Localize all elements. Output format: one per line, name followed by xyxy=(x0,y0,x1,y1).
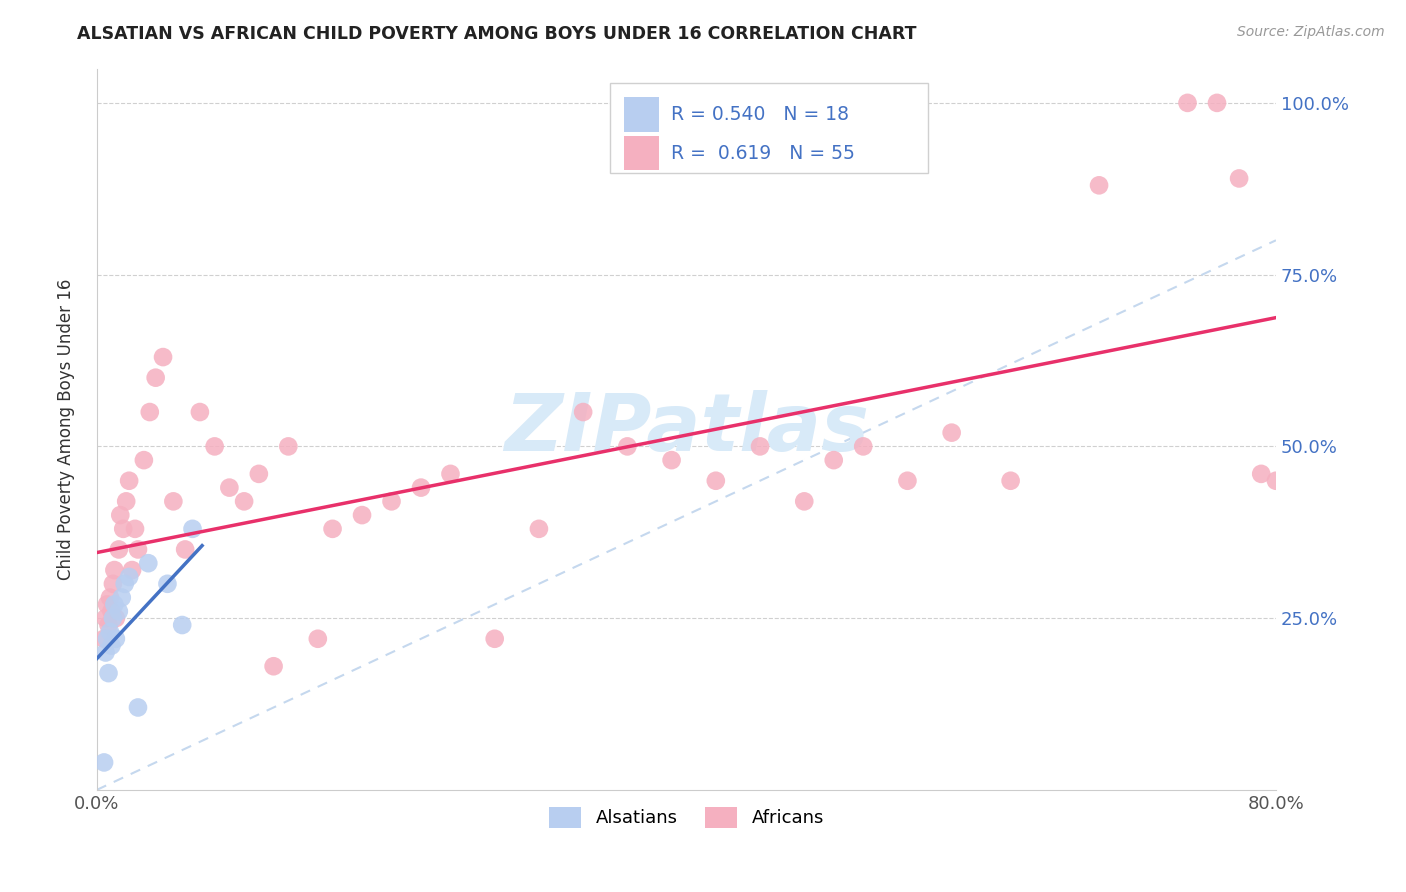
Text: ALSATIAN VS AFRICAN CHILD POVERTY AMONG BOYS UNDER 16 CORRELATION CHART: ALSATIAN VS AFRICAN CHILD POVERTY AMONG … xyxy=(77,25,917,43)
Text: ZIPatlas: ZIPatlas xyxy=(503,390,869,468)
Point xyxy=(108,604,131,618)
Point xyxy=(96,632,118,646)
FancyBboxPatch shape xyxy=(610,83,928,173)
Point xyxy=(156,576,179,591)
Point xyxy=(1265,474,1288,488)
Point xyxy=(218,481,240,495)
Point xyxy=(793,494,815,508)
Point xyxy=(439,467,461,481)
Point xyxy=(103,563,125,577)
Point xyxy=(188,405,211,419)
Point xyxy=(118,570,141,584)
Point xyxy=(527,522,550,536)
Point xyxy=(98,591,121,605)
Point xyxy=(409,481,432,495)
Point xyxy=(174,542,197,557)
Text: Source: ZipAtlas.com: Source: ZipAtlas.com xyxy=(1237,25,1385,39)
Point xyxy=(152,350,174,364)
Point xyxy=(136,556,159,570)
Point xyxy=(100,639,122,653)
Point xyxy=(1088,178,1111,193)
Point xyxy=(121,563,143,577)
Point xyxy=(247,467,270,481)
Point xyxy=(98,624,121,639)
Point xyxy=(127,700,149,714)
Point xyxy=(104,611,127,625)
Point xyxy=(896,474,918,488)
Point xyxy=(1227,171,1250,186)
Point xyxy=(104,632,127,646)
Point xyxy=(204,439,226,453)
Point xyxy=(1000,474,1022,488)
Point xyxy=(307,632,329,646)
Point xyxy=(93,756,115,770)
Point xyxy=(94,646,117,660)
Point xyxy=(162,494,184,508)
Point xyxy=(145,370,167,384)
Point xyxy=(484,632,506,646)
Point xyxy=(749,439,772,453)
Point xyxy=(1250,467,1272,481)
Point xyxy=(110,508,132,522)
Point xyxy=(263,659,285,673)
Point xyxy=(380,494,402,508)
Point xyxy=(350,508,373,522)
Point xyxy=(103,598,125,612)
Point xyxy=(1206,95,1229,110)
Point xyxy=(124,522,146,536)
FancyBboxPatch shape xyxy=(624,136,659,170)
Point xyxy=(108,542,131,557)
FancyBboxPatch shape xyxy=(624,97,659,132)
Text: R =  0.619   N = 55: R = 0.619 N = 55 xyxy=(671,144,855,162)
Point xyxy=(572,405,595,419)
Point xyxy=(233,494,256,508)
Point xyxy=(139,405,162,419)
Point xyxy=(111,591,134,605)
Point xyxy=(118,474,141,488)
Point xyxy=(277,439,299,453)
Point xyxy=(96,598,118,612)
Point xyxy=(852,439,875,453)
Point xyxy=(616,439,638,453)
Point xyxy=(941,425,963,440)
Point xyxy=(101,576,124,591)
Point xyxy=(704,474,727,488)
Point xyxy=(322,522,344,536)
Point xyxy=(127,542,149,557)
Point xyxy=(100,604,122,618)
Point xyxy=(101,611,124,625)
Point xyxy=(181,522,204,536)
Point xyxy=(661,453,683,467)
Point xyxy=(93,632,115,646)
Point xyxy=(115,494,138,508)
Point xyxy=(112,522,135,536)
Point xyxy=(97,618,120,632)
Point xyxy=(132,453,155,467)
Text: R = 0.540   N = 18: R = 0.540 N = 18 xyxy=(671,105,849,124)
Legend: Alsatians, Africans: Alsatians, Africans xyxy=(541,800,831,835)
Point xyxy=(1177,95,1199,110)
Point xyxy=(94,611,117,625)
Point xyxy=(114,576,136,591)
Point xyxy=(97,666,120,681)
Y-axis label: Child Poverty Among Boys Under 16: Child Poverty Among Boys Under 16 xyxy=(58,278,75,580)
Point xyxy=(172,618,194,632)
Point xyxy=(823,453,845,467)
